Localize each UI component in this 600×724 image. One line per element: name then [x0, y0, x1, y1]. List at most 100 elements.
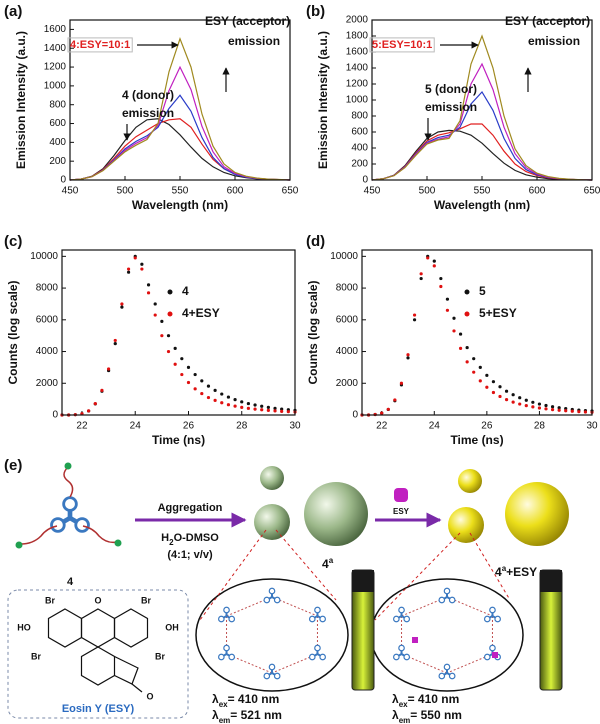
atom-label: O: [94, 595, 101, 605]
y-tick-label: 8000: [336, 283, 359, 294]
y-tick-label: 10000: [330, 251, 358, 262]
data-point: [452, 329, 456, 333]
trimer-unit: [228, 653, 236, 661]
data-point: [380, 411, 384, 415]
data-point: [511, 393, 515, 397]
data-point: [550, 408, 555, 412]
data-point: [445, 308, 450, 312]
data-point: [220, 401, 224, 405]
trimer-unit: [228, 615, 236, 623]
arm-end: [64, 462, 72, 470]
y-tick-label: 1800: [346, 31, 369, 42]
data-point: [577, 410, 581, 414]
data-point: [550, 405, 555, 409]
x-tick-label: 500: [419, 186, 436, 197]
trimer-unit: [314, 606, 321, 614]
y-tick-label: 2000: [346, 15, 369, 26]
trimer-unit: [438, 672, 446, 680]
solvent-label-part: H: [161, 532, 169, 544]
sphere: [260, 466, 284, 490]
sphere: [304, 482, 368, 546]
data-point: [186, 380, 191, 385]
data-point: [146, 291, 151, 295]
y-tick-label: 600: [351, 127, 368, 138]
data-point: [233, 404, 237, 408]
y-tick-label: 2000: [36, 378, 59, 389]
trimer-unit: [223, 644, 230, 652]
trimer-unit: [319, 615, 326, 623]
trimer-unit: [268, 587, 276, 595]
data-point: [485, 385, 489, 389]
lambda-ex-part: λ: [392, 692, 399, 706]
plot-frame: [361, 249, 593, 416]
data-point: [280, 407, 284, 411]
data-point: [153, 302, 157, 306]
data-point: [412, 318, 417, 322]
trimer-unit: [218, 653, 225, 661]
x-tick-label: 650: [584, 186, 600, 197]
trimer-unit: [494, 615, 501, 623]
vial-cap: [352, 570, 374, 592]
data-point: [439, 276, 443, 281]
trimer-unit: [314, 644, 321, 652]
diagram: [7, 466, 569, 719]
network-ellipse: [195, 578, 349, 692]
data-point: [518, 402, 522, 406]
data-point: [504, 389, 509, 393]
y-axis-title: Counts (log scale): [6, 280, 20, 384]
data-point: [458, 346, 463, 350]
trimer-icon: [308, 644, 326, 661]
aggregate-label-part: 4: [322, 557, 329, 571]
data-point: [193, 372, 197, 377]
data-point: [557, 406, 561, 410]
y-tick-label: 1400: [44, 43, 67, 54]
vial-cap: [540, 570, 562, 592]
data-point: [439, 284, 443, 289]
esy-icon: [394, 488, 408, 502]
x-tick-label: 30: [586, 421, 598, 432]
data-point: [126, 267, 131, 271]
legend-label: 4: [182, 284, 189, 298]
data-point: [472, 370, 476, 374]
y-tick-label: 1400: [346, 63, 369, 74]
trimer-unit: [50, 517, 66, 533]
data-point: [113, 338, 117, 343]
x-axis-title: Wavelength (nm): [434, 198, 530, 212]
eosin-box: [7, 589, 189, 719]
trimer-unit: [403, 653, 411, 661]
annotation: 5:ESY=10:1: [372, 39, 432, 51]
sphere: [448, 507, 484, 543]
annotation: emission: [425, 100, 477, 114]
trimer-unit: [393, 653, 400, 661]
data-point: [200, 391, 204, 396]
y-tick-label: 1600: [44, 24, 67, 35]
complex-label-part: a: [502, 564, 507, 573]
data-point: [266, 405, 270, 409]
solvent-label: H2O-DMSO: [161, 532, 219, 547]
x-tick-label: 24: [130, 421, 142, 432]
data-point: [504, 398, 509, 402]
trimer-icon: [50, 496, 90, 533]
legend-label: 4+ESY: [182, 306, 220, 320]
complex-label: 4a+ESY: [495, 564, 537, 580]
data-point: [173, 346, 177, 350]
data-point: [498, 394, 502, 399]
data-point: [246, 406, 250, 410]
trimer-icon: [218, 644, 236, 661]
y-tick-label: 600: [49, 118, 66, 129]
data-point: [226, 403, 231, 407]
arm-end: [15, 541, 23, 549]
lambda-ex-part: = 410 nm: [228, 692, 280, 706]
data-point: [260, 404, 264, 408]
data-point: [100, 388, 104, 393]
arm: [20, 525, 58, 545]
y-axis-title: Counts (log scale): [306, 280, 320, 384]
y-tick-label: 8000: [36, 283, 59, 294]
data-point: [240, 405, 244, 409]
lambda-ex-part: ex: [219, 700, 228, 709]
trimer-unit: [489, 606, 496, 614]
arm: [63, 466, 74, 498]
data-point: [87, 409, 91, 413]
trimer-unit: [448, 672, 456, 680]
annotation: ESY (acceptor): [205, 14, 290, 28]
